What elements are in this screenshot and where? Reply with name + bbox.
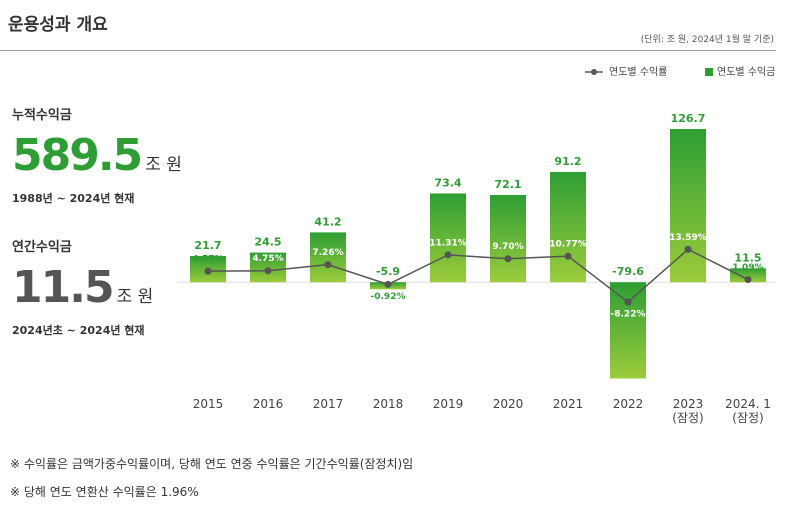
- x-tick-label: 2016: [252, 397, 284, 411]
- bar: [550, 171, 586, 283]
- summary-unit: 조 원: [116, 287, 154, 307]
- return-value-label: -0.92%: [371, 292, 406, 302]
- return-value-label: 4.75%: [252, 254, 283, 264]
- return-marker: [744, 276, 752, 284]
- return-value-label: -8.22%: [611, 310, 646, 320]
- x-tick-label: 2017: [312, 397, 344, 411]
- return-marker: [204, 267, 212, 275]
- bar-value-label: 72.1: [494, 178, 521, 191]
- bar: [430, 193, 466, 283]
- x-tick-label: 2022: [612, 397, 644, 411]
- x-tick-label: 2018: [372, 397, 404, 411]
- return-marker: [504, 255, 512, 263]
- return-value-label: 9.70%: [492, 242, 523, 252]
- bar: [730, 268, 766, 283]
- summary-unit: 조 원: [145, 155, 182, 175]
- page-title: 운용성과 개요: [8, 15, 108, 35]
- footnote: ※ 당해 연도 연환산 수익률은 1.96%: [10, 485, 199, 499]
- summary-block: 누적수익금 589.5 조 원 1988년 ~ 2024년 현재: [12, 104, 182, 206]
- bar-value-label: 24.5: [254, 236, 281, 249]
- bar: [490, 195, 526, 283]
- legend-marker: [591, 69, 597, 75]
- bar: [670, 128, 706, 283]
- return-marker: [384, 280, 392, 288]
- bar-value-label: 73.4: [434, 176, 461, 189]
- x-tick-label: 2021: [552, 397, 584, 411]
- bar-value-label: 41.2: [314, 215, 341, 228]
- return-marker: [444, 251, 452, 259]
- bar-value-label: 91.2: [554, 155, 581, 168]
- x-tick-label: 2023 (잠정): [672, 397, 704, 425]
- return-marker: [564, 252, 572, 260]
- x-tick-label: 2024. 1 (잠정): [725, 397, 771, 425]
- bar: [610, 282, 646, 379]
- summary-label: 누적수익금: [12, 108, 72, 123]
- return-value-label: 7.26%: [312, 248, 343, 258]
- x-tick-label: 2020: [492, 397, 524, 411]
- return-value-label: 11.31%: [429, 238, 467, 248]
- bar: [310, 232, 346, 283]
- bar-value-label: -79.6: [612, 265, 644, 278]
- return-marker: [324, 261, 332, 269]
- chart: 연도별 수익률 연도별 수익금 21.7 24.5 41.2 -5.9 73.4 72.1 91…: [178, 66, 776, 379]
- return-marker: [264, 267, 272, 275]
- summary-block: 연간수익금 11.5 조 원 2024년초 ~ 2024년 현재: [12, 236, 153, 338]
- summary-period: 1988년 ~ 2024년 현재: [12, 192, 135, 205]
- return-value-label: 13.59%: [669, 233, 707, 243]
- unit-note: (단위: 조 원, 2024년 1월 말 기준): [640, 35, 774, 45]
- return-value-label: 4.57%: [192, 255, 223, 265]
- legend-label: 연도별 수익률: [609, 66, 667, 78]
- x-tick-label: 2015: [192, 397, 224, 411]
- footnote: ※ 수익률은 금액가중수익률이며, 당해 연도 연중 수익률은 기간수익률(잠정…: [10, 457, 414, 471]
- return-line: [207, 248, 749, 304]
- bar-value-label: 11.5: [734, 251, 761, 264]
- summary-label: 연간수익금: [12, 240, 72, 255]
- return-value-label: 1.09%: [732, 263, 763, 273]
- legend-swatch: [705, 68, 713, 76]
- return-marker: [684, 245, 692, 253]
- return-value-label: 10.77%: [549, 240, 587, 250]
- summary-value: 11.5: [12, 262, 115, 313]
- summary-period: 2024년초 ~ 2024년 현재: [12, 324, 145, 337]
- summary-value: 589.5: [12, 130, 143, 181]
- bar-value-label: 21.7: [194, 239, 221, 252]
- bar-value-label: 126.7: [671, 112, 706, 125]
- divider: [0, 50, 776, 51]
- return-marker: [624, 298, 632, 306]
- bar-value-label: -5.9: [376, 265, 400, 278]
- x-tick-label: 2019: [432, 397, 464, 411]
- legend-label: 연도별 수익금: [717, 66, 775, 78]
